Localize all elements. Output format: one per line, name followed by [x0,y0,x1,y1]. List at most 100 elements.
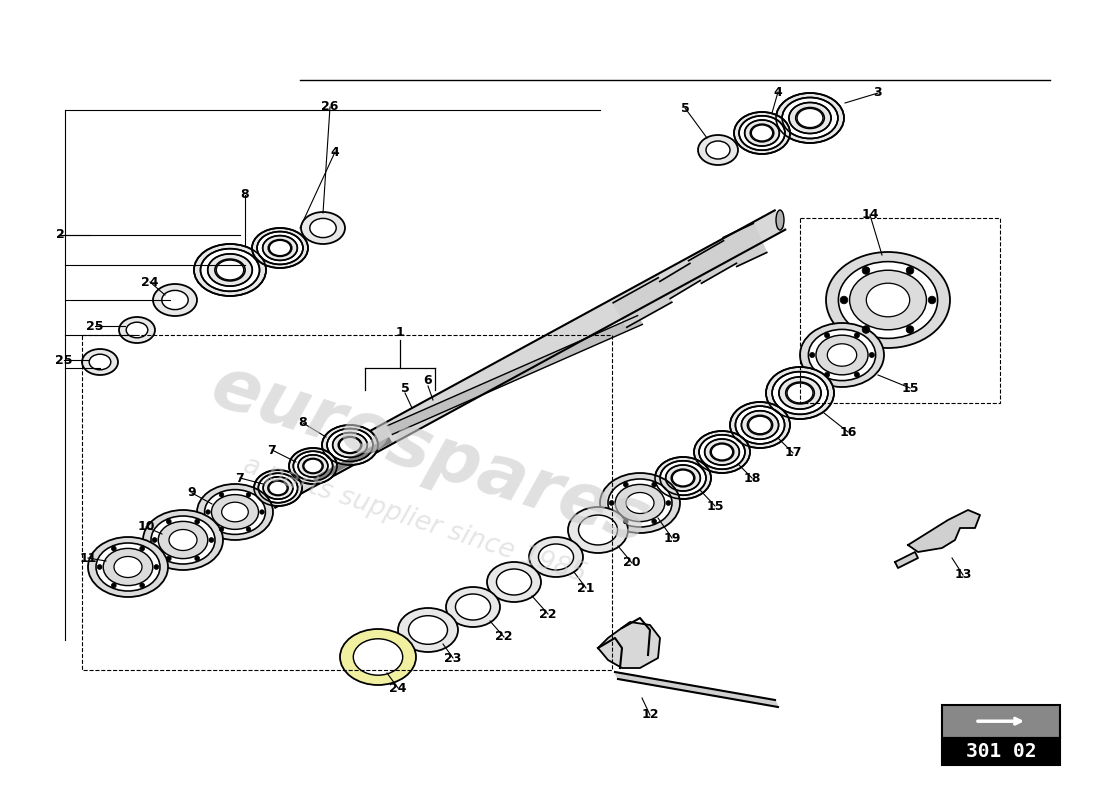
Polygon shape [615,672,778,707]
Ellipse shape [654,457,711,499]
Ellipse shape [258,474,298,502]
Ellipse shape [730,402,790,448]
Circle shape [840,296,848,304]
Ellipse shape [289,448,337,484]
Ellipse shape [666,465,701,491]
Ellipse shape [268,481,287,495]
Ellipse shape [712,444,733,460]
Text: 21: 21 [578,582,595,594]
Polygon shape [598,622,660,668]
Ellipse shape [89,354,111,370]
Text: 2: 2 [56,229,65,242]
Text: 6: 6 [424,374,432,387]
Circle shape [111,546,117,551]
Text: 10: 10 [138,521,155,534]
Ellipse shape [162,290,188,310]
Ellipse shape [734,112,790,154]
Circle shape [825,372,829,378]
Ellipse shape [749,416,771,434]
Circle shape [825,333,829,338]
Polygon shape [387,316,642,434]
Ellipse shape [615,484,664,522]
Ellipse shape [529,537,583,577]
Circle shape [140,546,144,551]
Ellipse shape [126,322,147,338]
Ellipse shape [310,218,337,238]
Text: 25: 25 [86,319,103,333]
Ellipse shape [270,240,290,256]
Circle shape [652,482,657,487]
Ellipse shape [776,210,784,230]
Polygon shape [660,263,700,298]
Text: 11: 11 [79,551,97,565]
Circle shape [206,510,210,514]
Circle shape [154,565,158,570]
Circle shape [869,353,874,358]
Text: 13: 13 [955,569,971,582]
Ellipse shape [741,410,779,439]
Ellipse shape [208,254,252,286]
Ellipse shape [455,594,491,620]
Polygon shape [689,241,736,283]
Circle shape [166,556,172,561]
Ellipse shape [660,461,706,495]
Text: 14: 14 [861,209,879,222]
Ellipse shape [301,212,345,244]
Ellipse shape [82,349,118,375]
Ellipse shape [739,116,785,150]
Ellipse shape [217,260,244,280]
Ellipse shape [568,507,628,553]
Circle shape [140,583,144,588]
Ellipse shape [197,484,273,540]
Polygon shape [895,552,918,568]
Ellipse shape [322,425,378,465]
Circle shape [862,266,870,274]
Text: 8: 8 [241,189,250,202]
Ellipse shape [779,377,821,409]
Text: 23: 23 [444,651,462,665]
Ellipse shape [772,372,828,414]
Ellipse shape [222,502,249,522]
Text: eurospares: eurospares [202,352,658,558]
Ellipse shape [194,244,266,296]
Text: 25: 25 [55,354,73,366]
Circle shape [246,527,251,531]
Ellipse shape [408,616,448,644]
Circle shape [928,296,936,304]
Polygon shape [723,223,767,266]
Ellipse shape [200,249,260,291]
Ellipse shape [706,141,730,159]
Ellipse shape [539,544,573,570]
Ellipse shape [496,569,531,595]
Bar [82,335,612,670]
Circle shape [906,266,914,274]
Ellipse shape [849,270,926,330]
Text: 301 02: 301 02 [966,742,1036,761]
Ellipse shape [446,587,501,627]
Ellipse shape [487,562,541,602]
Text: 5: 5 [400,382,409,394]
Text: 7: 7 [267,443,276,457]
Circle shape [219,527,223,531]
Polygon shape [908,510,980,552]
Circle shape [97,565,102,570]
Ellipse shape [808,330,876,381]
Ellipse shape [766,367,834,419]
Circle shape [111,583,117,588]
Circle shape [855,372,859,378]
Circle shape [624,482,628,487]
Circle shape [209,538,213,542]
Ellipse shape [153,284,197,316]
Ellipse shape [211,494,258,530]
Ellipse shape [398,608,458,652]
Text: 15: 15 [901,382,918,394]
Ellipse shape [304,459,322,473]
Text: 8: 8 [299,417,307,430]
Text: 19: 19 [663,531,681,545]
Text: 9: 9 [188,486,196,499]
Circle shape [862,326,870,334]
Text: 16: 16 [839,426,857,438]
Ellipse shape [736,406,784,444]
Ellipse shape [340,629,416,685]
Ellipse shape [608,479,672,527]
